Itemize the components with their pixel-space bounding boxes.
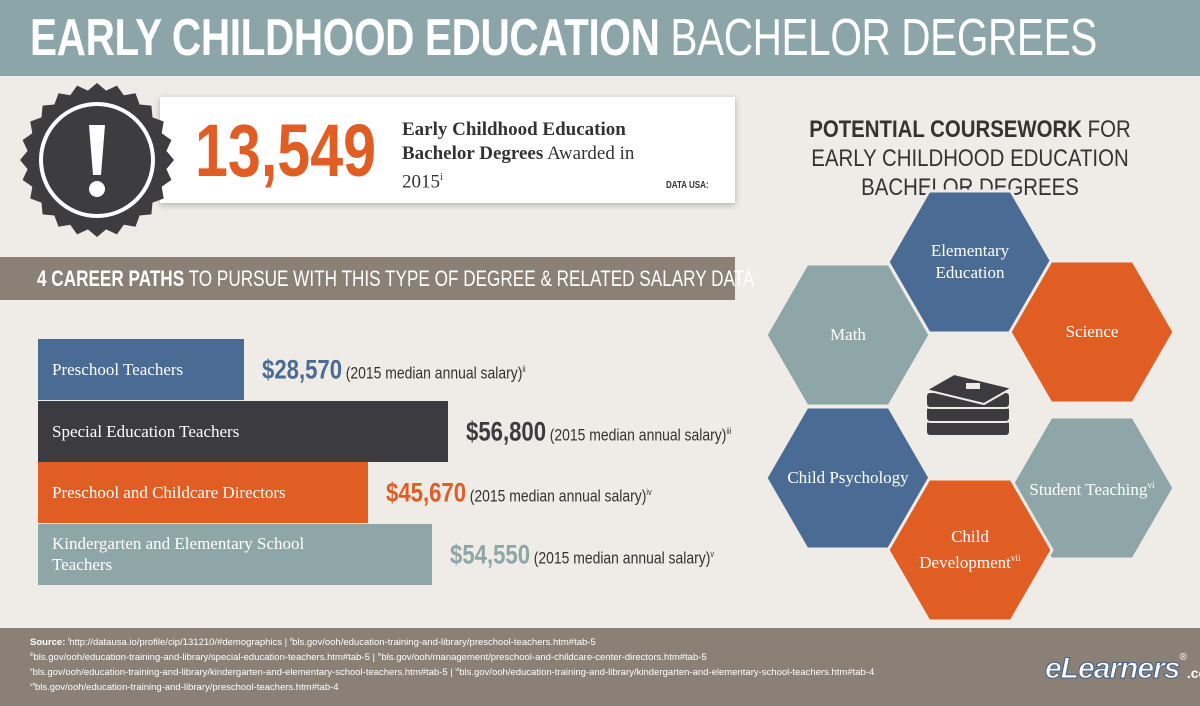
- ref: i: [440, 172, 443, 183]
- topic-label: Science: [1022, 321, 1162, 343]
- value-group: $28,570 (2015 median annual salary)ii: [262, 339, 526, 400]
- value-group: $56,800 (2015 median annual salary)iii: [466, 401, 731, 462]
- topic-label: Student Teachingvi: [1022, 475, 1162, 501]
- separator: |: [447, 667, 456, 679]
- topic-name: Student Teaching: [1029, 479, 1148, 499]
- exclamation-dot: [89, 181, 105, 197]
- bar: [38, 400, 448, 462]
- stat-box: [160, 97, 735, 203]
- source-url: bls.gov/ooh/education-training-and-libra…: [34, 682, 339, 694]
- source-url: bls.gov/ooh/education-training-and-libra…: [32, 667, 448, 679]
- topic-name: Child Development: [919, 527, 1011, 572]
- book-label: [966, 383, 980, 389]
- section-heading: 4 CAREER PATHS TO PURSUE WITH THIS TYPE …: [37, 257, 754, 300]
- ref: iii: [726, 425, 732, 436]
- source-url: bls.gov/ooh/management/preschool-and-chi…: [381, 652, 707, 664]
- ref: i: [68, 637, 70, 643]
- salary-note: (2015 median annual salary): [469, 486, 647, 506]
- source-logo: DATA USA:: [666, 180, 709, 191]
- stat-number: 13,549: [195, 109, 377, 192]
- source-url: bls.gov/ooh/education-training-and-libra…: [459, 667, 875, 679]
- ref: v: [30, 667, 33, 674]
- alert-badge: [20, 83, 174, 237]
- value-group: $45,670 (2015 median annual salary)iv: [386, 462, 652, 523]
- source-url: bls.gov/ooh/education-training-and-libra…: [292, 637, 596, 649]
- ref: vi: [455, 667, 460, 674]
- separator: |: [369, 652, 378, 664]
- stat-text-rest: Awarded in 2015: [402, 143, 635, 193]
- footer-band: [0, 628, 1200, 706]
- bar-label: Preschool Teachers: [52, 360, 184, 379]
- topic-name: Elementary Education: [930, 241, 1010, 282]
- salary-note: (2015 median annual salary): [549, 424, 727, 444]
- sources: Source: ihttp://datausa.io/profile/cip/1…: [30, 634, 1020, 695]
- badge-ring: [39, 102, 155, 218]
- bar: [38, 462, 368, 523]
- source-line: Source: ihttp://datausa.io/profile/cip/1…: [30, 634, 1020, 649]
- book-icon: [923, 372, 1015, 437]
- value-group: $54,550 (2015 median annual salary)v: [450, 524, 714, 585]
- topic-name: Math: [830, 325, 866, 344]
- stat-text: Early Childhood Education Bachelor Degre…: [402, 118, 662, 194]
- ref: iv: [646, 487, 652, 497]
- salary-note: (2015 median annual salary): [533, 547, 711, 567]
- title-light: BACHELOR DEGREES: [670, 9, 1097, 67]
- topic-name: Child Psychology: [787, 468, 909, 487]
- topic-label: Child Developmentvii: [900, 526, 1040, 574]
- value-label: $56,800: [466, 415, 547, 446]
- section-band: [0, 257, 735, 300]
- bar-label: Special Education Teachers: [52, 421, 240, 441]
- topic-name: Science: [1065, 322, 1119, 341]
- ref: iii: [30, 652, 34, 659]
- source-label: Source:: [30, 637, 66, 649]
- title-bold: EARLY CHILDHOOD EDUCATION: [30, 9, 660, 67]
- title-rest: FOR EARLY CHILDHOOD EDUCATION BACHELOR D…: [811, 116, 1131, 201]
- ref: iv: [377, 652, 382, 659]
- separator: |: [282, 637, 290, 649]
- page-title: EARLY CHILDHOOD EDUCATION BACHELOR DEGRE…: [30, 8, 1097, 68]
- heading-rest: TO PURSUE WITH THIS TYPE OF DEGREE & REL…: [188, 266, 755, 291]
- salary-note: (2015 median annual salary): [345, 363, 523, 383]
- ref: ii: [522, 364, 526, 374]
- bar-label: Preschool and Childcare Directors: [52, 483, 286, 502]
- source-line: vbls.gov/ooh/education-training-and-libr…: [30, 664, 1020, 679]
- topic-label: Math: [778, 324, 918, 346]
- value-label: $45,670: [385, 477, 466, 508]
- stat-text-bold: Early Childhood Education Bachelor Degre…: [402, 119, 626, 164]
- source-url: bls.gov/ooh/education-training-and-libra…: [33, 652, 370, 664]
- bar-label: Kindergarten and Elementary School Teach…: [52, 534, 305, 574]
- logo-mark: ®: [1179, 652, 1187, 663]
- ref: vii: [30, 682, 35, 689]
- topic-hexagon: [886, 477, 1054, 623]
- ref: vii: [1010, 554, 1021, 565]
- topic-label: Elementary Education: [900, 240, 1040, 284]
- logo: eLearners® .com: [1044, 652, 1200, 686]
- source-line: viibls.gov/ooh/education-training-and-li…: [30, 679, 1020, 694]
- source-url: http://datausa.io/profile/cip/131210/#de…: [69, 637, 283, 649]
- source-line: iiibls.gov/ooh/education-training-and-li…: [30, 649, 1020, 664]
- ref: ii: [289, 637, 293, 643]
- header-band: [0, 0, 1200, 76]
- coursework-title: POTENTIAL COURSEWORK FOR EARLY CHILDHOOD…: [792, 115, 1149, 202]
- value-label: $28,570: [262, 354, 343, 385]
- ref: vi: [1147, 481, 1155, 492]
- bar: [38, 523, 432, 585]
- value-label: $54,550: [449, 538, 530, 569]
- title-bold: POTENTIAL COURSEWORK: [809, 116, 1083, 143]
- ref: v: [710, 548, 714, 559]
- heading-bold: 4 CAREER PATHS: [37, 266, 185, 291]
- coursework-hexagons: [764, 189, 1176, 623]
- topic-hexagon: [1008, 415, 1176, 561]
- logo-name: eLearners: [1044, 652, 1180, 686]
- logo-suffix: .com: [1186, 665, 1200, 681]
- topic-label: Child Psychology: [778, 467, 918, 489]
- exclamation-bar: [89, 125, 105, 175]
- bar: [38, 339, 245, 400]
- topic-hexagon: [1008, 259, 1176, 405]
